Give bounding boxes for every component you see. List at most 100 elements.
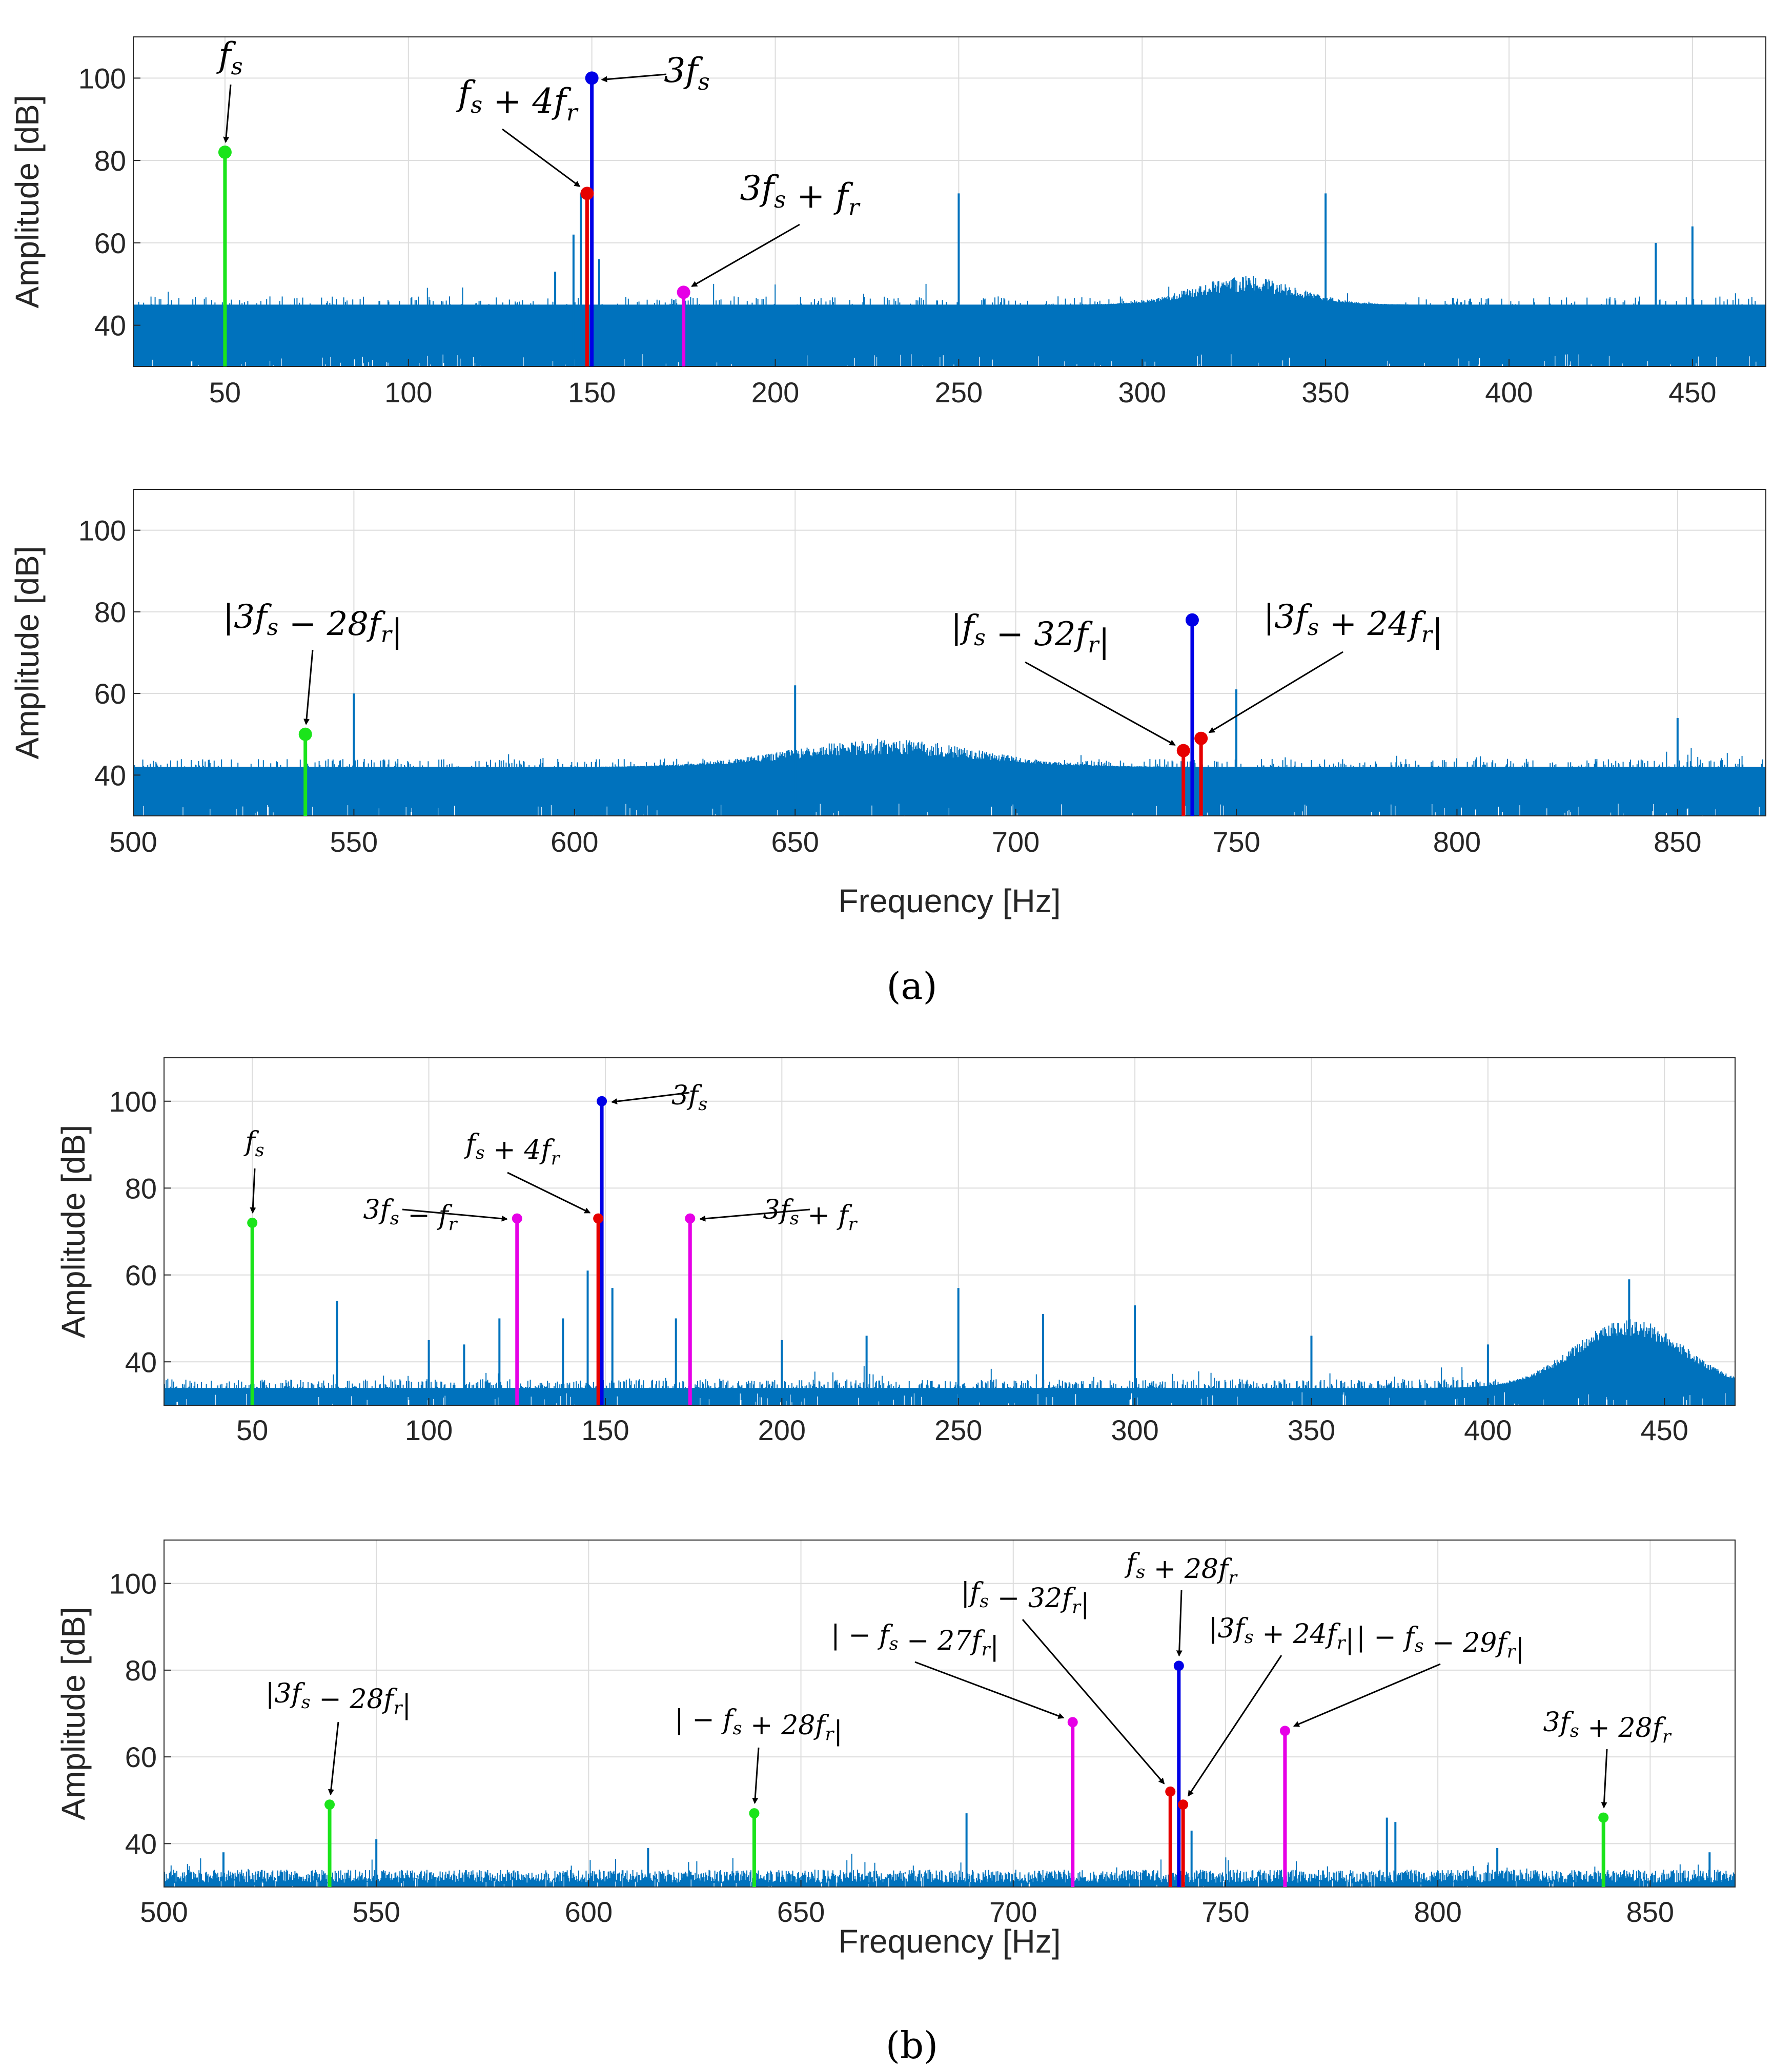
y-axis-label: Amplitude [dB] <box>55 1607 92 1820</box>
x-tick-label: 50 <box>209 376 241 408</box>
stem-marker-red <box>593 1213 604 1224</box>
plot-frame <box>133 489 1766 816</box>
annotation-label: fs <box>243 1126 264 1161</box>
chart-panel-a-bottom: 500 550 600 650 700 750 800 850 40 60 80 100 Amplitu… <box>9 489 1766 919</box>
y-tick-label: 80 <box>125 1654 157 1687</box>
stem-marker-red <box>1176 744 1190 757</box>
annotation-arrow <box>611 1092 690 1105</box>
y-tick-label: 80 <box>94 145 126 177</box>
annotation-arrow <box>303 649 314 725</box>
x-tick-label: 700 <box>989 1896 1037 1928</box>
x-tick-label: 400 <box>1464 1414 1512 1446</box>
annotation-arrow <box>1022 1619 1165 1784</box>
stem-marker-blue <box>585 71 599 85</box>
stem-marker-green <box>298 727 312 741</box>
y-tick-label: 100 <box>78 515 126 547</box>
x-tick-label: 850 <box>1654 826 1701 858</box>
x-tick-label: 250 <box>934 1414 982 1446</box>
stem-marker-magenta <box>685 1213 696 1224</box>
x-tick-label: 650 <box>777 1896 825 1928</box>
annotation-arrow <box>601 73 667 83</box>
stem-marker-magenta <box>677 285 690 299</box>
stem-marker-green <box>1598 1812 1609 1823</box>
stem-marker-green <box>324 1799 335 1810</box>
x-tick-label: 650 <box>771 826 819 858</box>
x-tick-label: 550 <box>352 1896 400 1928</box>
x-tick-label: 100 <box>384 376 432 408</box>
y-tick-label: 100 <box>109 1085 157 1118</box>
x-tick-label: 300 <box>1111 1414 1158 1446</box>
x-tick-label: 750 <box>1201 1896 1249 1928</box>
annotation-label: |3fs − 28fr| <box>266 1678 411 1720</box>
x-tick-label: 150 <box>568 376 616 408</box>
annotation-label: |3fs + 24fr| <box>1263 598 1443 650</box>
x-tick-label: 300 <box>1118 376 1166 408</box>
x-tick-label: 50 <box>236 1414 268 1446</box>
x-tick-label: 800 <box>1433 826 1481 858</box>
x-tick-label: 550 <box>330 826 378 858</box>
stem-marker-red <box>1178 1799 1189 1810</box>
stem-marker-magenta <box>1067 1717 1078 1728</box>
annotation-arrow <box>507 1172 591 1214</box>
annotation-label: fs + 4fr <box>456 74 579 126</box>
y-tick-label: 60 <box>94 678 126 710</box>
annotation-label: | − fs − 29fr| <box>1356 1622 1524 1664</box>
x-tick-label: 850 <box>1626 1896 1674 1928</box>
stem-marker-magenta <box>1279 1726 1290 1736</box>
annotation-arrow <box>1601 1749 1608 1809</box>
annotation-arrow <box>328 1721 339 1796</box>
stem-marker-red <box>580 187 594 200</box>
y-tick-label: 40 <box>94 759 126 791</box>
y-axis-label: Amplitude [dB] <box>9 95 46 308</box>
y-tick-label: 60 <box>94 227 126 259</box>
y-axis-label: Amplitude [dB] <box>55 1125 92 1338</box>
annotation-label: | − fs − 27fr| <box>831 1620 999 1662</box>
annotation-arrow <box>691 223 800 287</box>
plot-frame <box>133 36 1766 367</box>
stem-marker-green <box>218 146 232 159</box>
x-tick-label: 250 <box>935 376 983 408</box>
stem-marker-magenta <box>512 1213 522 1224</box>
chart-panel-a-top: 50 100 150 200 250 300 350 400 450 40 60 80 100 Ampli… <box>9 35 1766 408</box>
x-tick-label: 450 <box>1641 1414 1688 1446</box>
y-tick-label: 60 <box>125 1741 157 1773</box>
x-tick-label: 100 <box>405 1414 453 1446</box>
x-tick-label: 400 <box>1485 376 1533 408</box>
annotation-label: 3fs <box>664 51 710 95</box>
stem-marker-red <box>1194 731 1208 745</box>
annotation-arrow <box>502 128 581 187</box>
plot-area <box>164 1058 1735 1405</box>
y-tick-label: 40 <box>94 310 126 342</box>
y-axis-label: Amplitude [dB] <box>9 546 46 759</box>
y-tick-label: 60 <box>125 1259 157 1291</box>
caption-b: (b) <box>886 2024 938 2067</box>
x-tick-label: 500 <box>140 1896 188 1928</box>
x-tick-label: 200 <box>758 1414 806 1446</box>
stem-marker-red <box>1165 1786 1176 1797</box>
annotation-label: |3fs + 24fr| <box>1209 1613 1354 1655</box>
y-tick-label: 80 <box>94 596 126 628</box>
y-tick-label: 100 <box>109 1568 157 1600</box>
x-tick-label: 600 <box>565 1896 613 1928</box>
x-tick-label: 200 <box>751 376 799 408</box>
annotation-arrow <box>1293 1663 1441 1727</box>
plot-area <box>164 1540 1735 1887</box>
plot-frame <box>164 1057 1736 1406</box>
annotation-label: | − fs + 28fr| <box>675 1705 843 1747</box>
annotation-label: 3fs − fr <box>363 1195 458 1235</box>
annotation-arrow <box>402 1208 508 1222</box>
plot-frame <box>164 1540 1736 1888</box>
annotation-arrow <box>914 1661 1065 1719</box>
x-tick-label: 150 <box>581 1414 629 1446</box>
stem-marker-green <box>749 1808 760 1819</box>
y-tick-label: 80 <box>125 1172 157 1204</box>
x-tick-label: 600 <box>551 826 598 858</box>
annotation-arrow <box>1025 661 1176 746</box>
stem-marker-blue <box>1173 1660 1184 1671</box>
annotation-arrow <box>699 1208 810 1222</box>
y-tick-label: 40 <box>125 1346 157 1378</box>
annotation-arrow <box>250 1168 256 1214</box>
chart-panel-b-top: 50 100 150 200 250 300 350 400 450 40 60 80 100 Ampli… <box>55 1057 1736 1446</box>
annotation-label: 3fs <box>671 1080 707 1115</box>
